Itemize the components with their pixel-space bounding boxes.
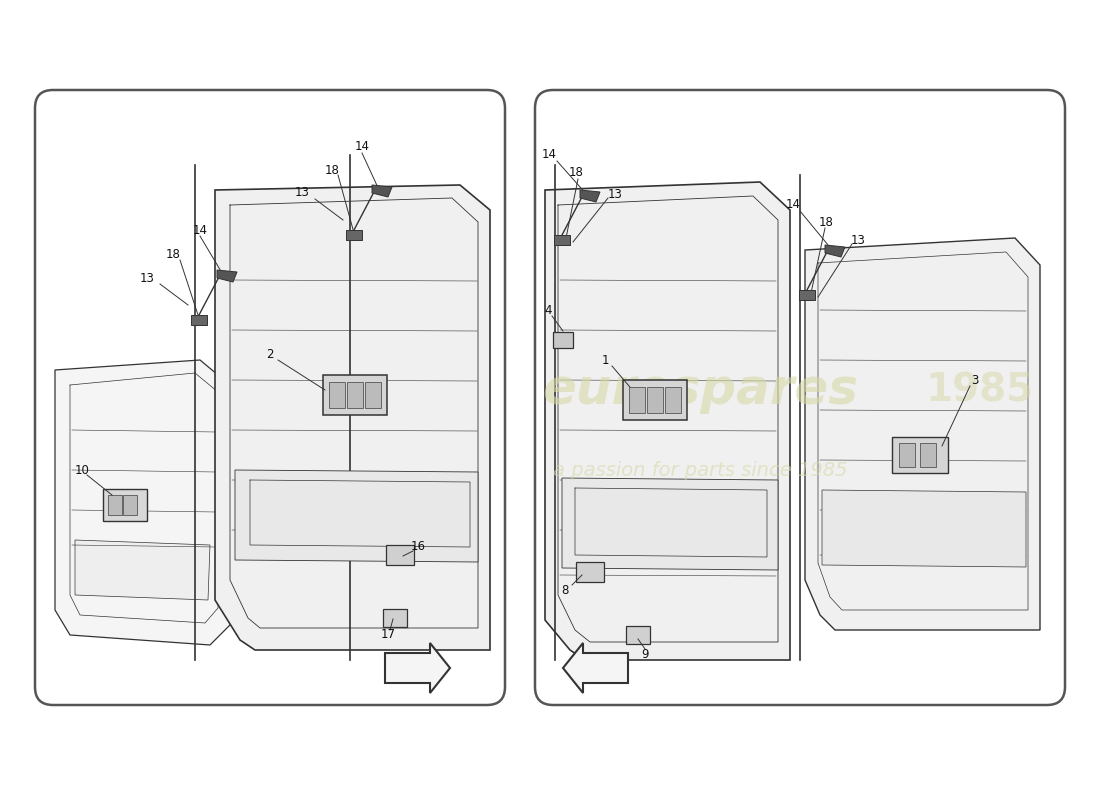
Polygon shape [647, 387, 663, 413]
Text: 18: 18 [818, 215, 834, 229]
Polygon shape [108, 495, 122, 515]
Polygon shape [103, 489, 147, 521]
Text: 17: 17 [381, 629, 396, 642]
Polygon shape [383, 609, 407, 627]
Text: 14: 14 [192, 223, 208, 237]
Text: 16: 16 [410, 539, 426, 553]
Text: a passion for parts since 1985: a passion for parts since 1985 [552, 461, 847, 479]
Polygon shape [346, 230, 362, 240]
Polygon shape [346, 382, 363, 408]
Polygon shape [191, 315, 207, 325]
Polygon shape [666, 387, 681, 413]
Polygon shape [899, 443, 915, 467]
Polygon shape [580, 190, 600, 202]
Polygon shape [214, 185, 490, 650]
Text: eurospares: eurospares [542, 366, 858, 414]
Polygon shape [562, 478, 778, 570]
Polygon shape [920, 443, 936, 467]
Polygon shape [553, 332, 573, 348]
Text: 10: 10 [75, 463, 89, 477]
Polygon shape [544, 182, 790, 660]
Polygon shape [123, 495, 138, 515]
Polygon shape [386, 545, 414, 565]
Polygon shape [217, 270, 236, 282]
Polygon shape [626, 626, 650, 644]
Polygon shape [323, 375, 387, 415]
Polygon shape [799, 290, 815, 300]
Polygon shape [576, 562, 604, 582]
Polygon shape [629, 387, 645, 413]
Text: 13: 13 [607, 189, 623, 202]
Polygon shape [235, 470, 478, 562]
Text: 14: 14 [354, 141, 370, 154]
Polygon shape [825, 245, 845, 257]
Polygon shape [822, 490, 1026, 567]
Text: 13: 13 [850, 234, 866, 246]
Text: 13: 13 [295, 186, 309, 199]
Text: 18: 18 [324, 163, 340, 177]
Polygon shape [623, 380, 688, 420]
Text: 18: 18 [569, 166, 583, 179]
Text: 13: 13 [140, 271, 154, 285]
Text: 3: 3 [971, 374, 979, 386]
Polygon shape [365, 382, 381, 408]
Polygon shape [75, 540, 210, 600]
Text: 1: 1 [602, 354, 608, 366]
Polygon shape [563, 643, 628, 693]
Text: 1985: 1985 [926, 371, 1034, 409]
Text: 14: 14 [785, 198, 801, 211]
Text: 2: 2 [266, 349, 274, 362]
Polygon shape [385, 643, 450, 693]
Text: 4: 4 [544, 303, 552, 317]
Polygon shape [329, 382, 345, 408]
Polygon shape [554, 235, 570, 245]
Polygon shape [805, 238, 1040, 630]
Text: 9: 9 [641, 649, 649, 662]
Text: 18: 18 [166, 247, 180, 261]
Text: 14: 14 [541, 149, 557, 162]
Polygon shape [892, 437, 948, 473]
Polygon shape [55, 360, 230, 645]
Text: 8: 8 [561, 583, 569, 597]
Polygon shape [372, 185, 392, 197]
